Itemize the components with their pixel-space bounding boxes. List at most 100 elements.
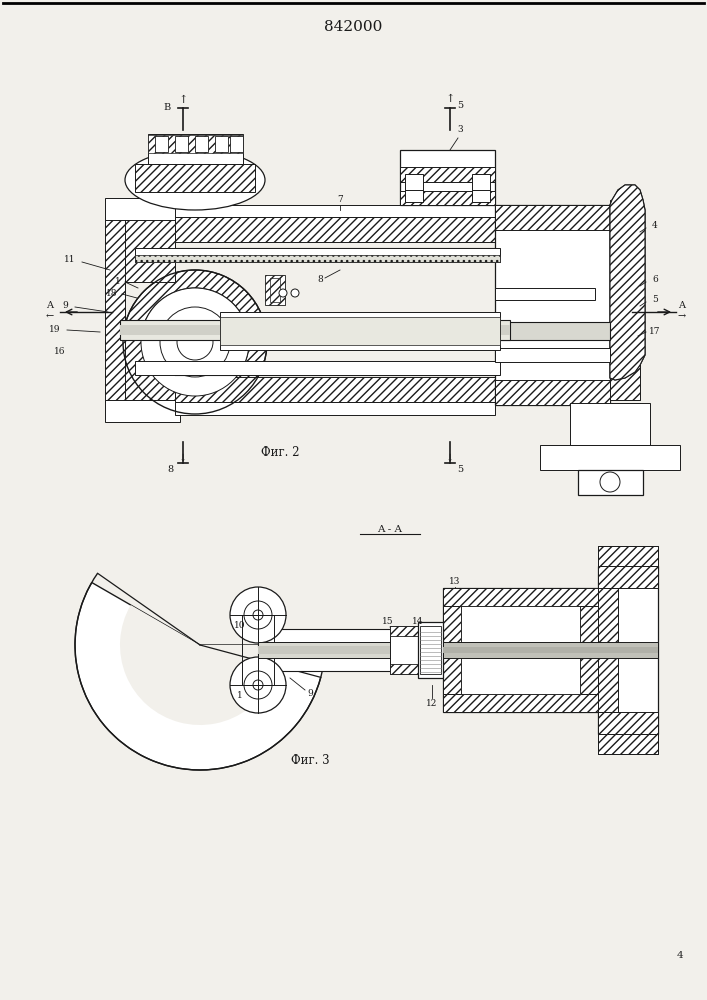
Wedge shape: [123, 270, 267, 414]
Bar: [461, 606, 580, 694]
Bar: [148, 135, 243, 153]
Bar: [258, 653, 445, 671]
Text: 14: 14: [412, 617, 423, 626]
Bar: [598, 566, 658, 734]
Bar: [390, 664, 418, 674]
Bar: [443, 642, 658, 658]
Bar: [598, 588, 618, 712]
Bar: [598, 734, 658, 754]
Text: 4: 4: [652, 221, 658, 230]
Bar: [195, 136, 208, 152]
Text: →: →: [678, 312, 686, 322]
Bar: [443, 694, 598, 712]
Bar: [598, 546, 658, 566]
Text: ↓: ↓: [179, 454, 187, 462]
Bar: [610, 200, 640, 250]
Text: 10: 10: [234, 620, 246, 630]
Text: 13: 13: [450, 578, 461, 586]
Bar: [135, 164, 255, 192]
Bar: [390, 626, 418, 674]
Bar: [258, 629, 445, 647]
Text: 5: 5: [457, 101, 463, 109]
Bar: [598, 712, 658, 734]
Bar: [472, 174, 490, 192]
Bar: [175, 217, 495, 242]
Text: 12: 12: [426, 700, 438, 708]
Circle shape: [253, 610, 263, 620]
Text: A: A: [679, 300, 686, 310]
Bar: [405, 190, 423, 202]
Bar: [220, 317, 500, 345]
Bar: [443, 647, 658, 653]
Bar: [155, 136, 168, 152]
Bar: [578, 470, 643, 495]
Bar: [443, 588, 598, 712]
Text: ↓: ↓: [446, 454, 454, 462]
Bar: [105, 198, 180, 220]
Bar: [135, 361, 500, 375]
Circle shape: [244, 601, 272, 629]
Text: 8: 8: [167, 466, 173, 475]
Bar: [495, 205, 610, 405]
Bar: [580, 606, 598, 694]
Polygon shape: [610, 185, 645, 380]
Text: 11: 11: [64, 255, 76, 264]
Bar: [400, 167, 495, 182]
Text: ←: ←: [46, 312, 54, 322]
Bar: [120, 325, 510, 335]
Bar: [175, 136, 188, 152]
Text: 5: 5: [457, 466, 463, 475]
Ellipse shape: [125, 150, 265, 210]
Bar: [495, 205, 610, 230]
Bar: [175, 402, 495, 415]
Bar: [220, 312, 500, 350]
Bar: [175, 377, 495, 402]
Bar: [495, 288, 595, 300]
Bar: [270, 278, 280, 302]
Bar: [120, 217, 175, 282]
Bar: [443, 606, 461, 694]
Wedge shape: [120, 605, 280, 725]
Circle shape: [244, 671, 272, 699]
Circle shape: [291, 289, 299, 297]
Bar: [598, 546, 658, 566]
Text: 19: 19: [49, 326, 61, 334]
Bar: [265, 275, 285, 305]
Text: 15: 15: [382, 617, 394, 626]
Text: A: A: [47, 300, 54, 310]
Bar: [258, 646, 445, 654]
Text: 1: 1: [115, 277, 121, 286]
Bar: [418, 622, 443, 678]
Bar: [135, 248, 500, 262]
Bar: [610, 355, 640, 400]
Bar: [495, 322, 610, 340]
Text: Фиг. 3: Фиг. 3: [291, 754, 329, 766]
Text: 1: 1: [237, 690, 243, 700]
Text: 7: 7: [337, 196, 343, 205]
Bar: [105, 217, 125, 402]
Text: 17: 17: [649, 328, 661, 336]
Circle shape: [253, 680, 263, 690]
Text: 3: 3: [457, 125, 463, 134]
Text: 5: 5: [652, 296, 658, 304]
Bar: [105, 400, 180, 422]
Bar: [598, 734, 658, 754]
Text: 18: 18: [106, 290, 118, 298]
Text: A - A: A - A: [378, 526, 402, 534]
Circle shape: [230, 587, 286, 643]
Text: 6: 6: [652, 275, 658, 284]
Circle shape: [141, 288, 249, 396]
Text: 16: 16: [54, 348, 66, 357]
Circle shape: [279, 289, 287, 297]
Text: 4: 4: [677, 950, 683, 960]
Bar: [148, 134, 243, 164]
Text: Фиг. 2: Фиг. 2: [261, 446, 299, 458]
Circle shape: [177, 324, 213, 360]
Text: 8: 8: [317, 275, 323, 284]
Text: ↑: ↑: [445, 94, 455, 104]
Bar: [495, 348, 610, 362]
Bar: [242, 615, 274, 685]
Bar: [443, 588, 598, 606]
Circle shape: [230, 657, 286, 713]
Bar: [400, 191, 495, 205]
